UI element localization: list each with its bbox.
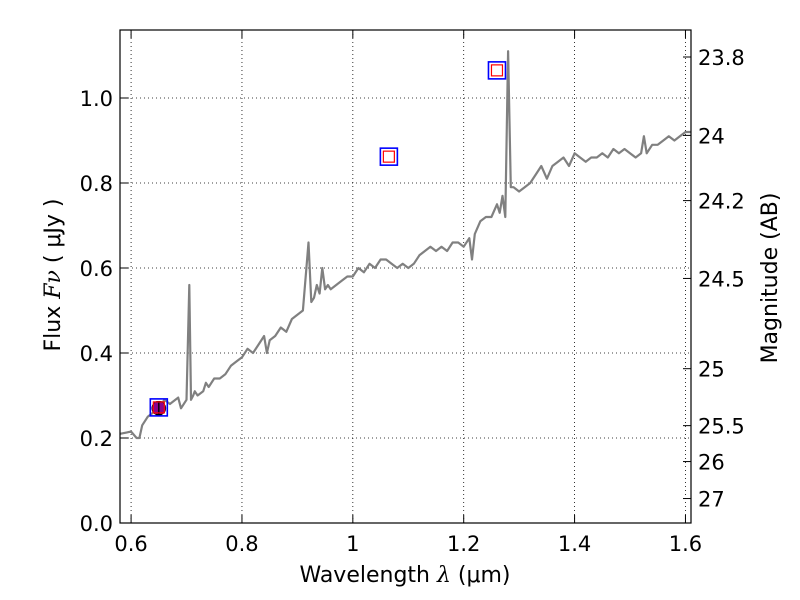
series-layer (119, 50, 691, 440)
magnitude-tick-label: 24.2 (698, 190, 745, 214)
plot-frame (119, 29, 692, 524)
marker-layer (149, 61, 507, 417)
y2-axis-label: Magnitude (AB) (758, 193, 783, 364)
x-tick-label: 1.6 (669, 532, 702, 556)
magnitude-tick-label: 25.5 (698, 415, 745, 439)
x-tick-label: 1.2 (447, 532, 480, 556)
y-tick-label: 1.0 (80, 87, 113, 111)
y-tick-label: 0.8 (80, 172, 113, 196)
magnitude-tick-label: 24 (698, 124, 725, 148)
grid (120, 30, 691, 524)
y-tick-label: 0.0 (80, 512, 113, 536)
y-axis-label: Flux Fν ( μJy ) (41, 198, 66, 351)
magnitude-tick-label: 27 (698, 488, 725, 512)
model-box-inner (382, 150, 395, 163)
y-tick-label: 0.4 (80, 342, 113, 366)
y-tick-label: 0.2 (80, 427, 113, 451)
magnitude-tick-label: 26 (698, 451, 725, 475)
magnitude-tick-label: 25 (698, 358, 725, 382)
y-tick-label: 0.6 (80, 257, 113, 281)
tick-layer: 0.6 0.8 1 1.2 1.4 1.6 0.0 0.2 0.4 0.6 0.8 1.0 23.8 24… (80, 30, 745, 556)
x-tick-label: 0.6 (114, 532, 147, 556)
magnitude-tick-label: 23.8 (698, 46, 745, 70)
x-tick-label: 1.4 (558, 532, 591, 556)
model-box-inner (490, 64, 504, 77)
model-box-outer (487, 61, 507, 80)
model-box-inner (152, 401, 165, 414)
x-tick-label: 0.8 (225, 532, 258, 556)
spectrum-line (119, 50, 691, 440)
magnitude-tick-label: 24.5 (698, 267, 745, 291)
model-box-outer (379, 147, 399, 166)
x-tick-label: 1 (346, 532, 359, 556)
x-axis-label: Wavelength λ (μm) (299, 563, 510, 588)
model-box-outer (149, 398, 169, 417)
